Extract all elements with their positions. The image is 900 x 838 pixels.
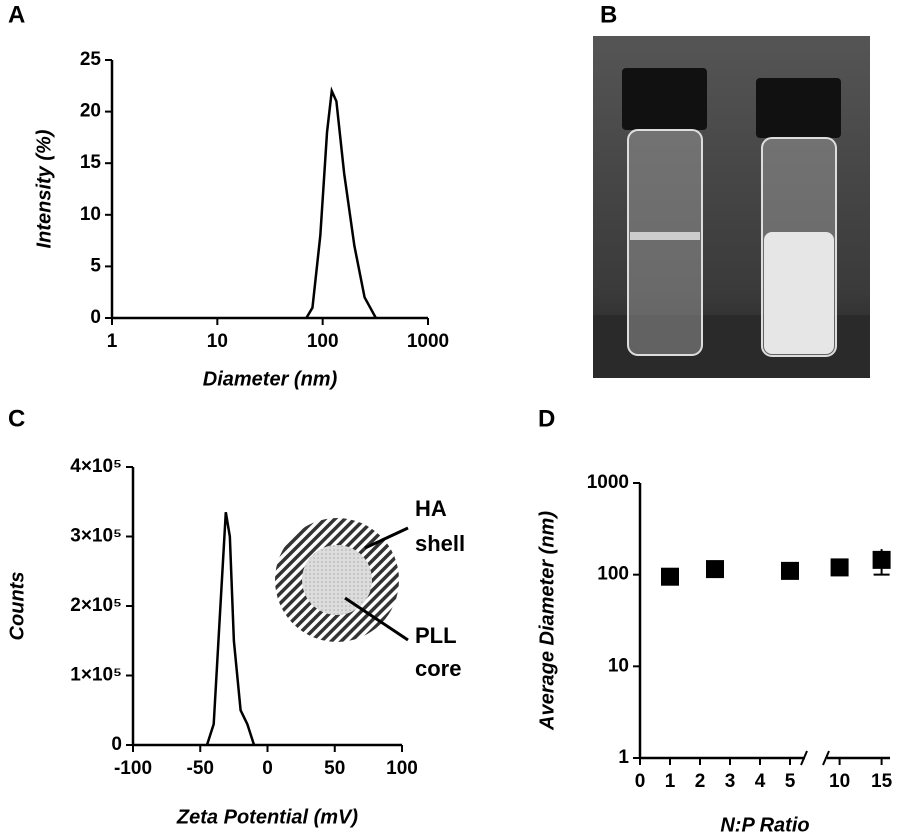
y-axis-label: Counts [6, 572, 28, 641]
x-tick-label: 3 [725, 771, 736, 792]
x-tick-label: 0 [635, 771, 646, 792]
y-tick-label: 1000 [587, 472, 629, 493]
x-tick-label: 1 [107, 331, 118, 352]
x-axis-label: Zeta Potential (mV) [176, 806, 358, 828]
y-tick-label: 2×10⁵ [70, 595, 122, 616]
y-axis-label: Average Diameter (nm) [536, 511, 558, 731]
point [830, 558, 849, 577]
panel-label: A [8, 1, 25, 28]
point [706, 560, 724, 579]
particle-schematic [275, 518, 409, 642]
x-tick-label: 4 [755, 771, 766, 792]
point [781, 561, 799, 580]
axis-break [822, 750, 830, 766]
annotation: shell [415, 531, 465, 556]
y-tick-label: 20 [80, 101, 101, 122]
y-tick-label: 10 [80, 204, 101, 225]
x-tick-label: 15 [871, 771, 893, 792]
y-tick-label: 3×10⁵ [70, 526, 122, 547]
x-axis-label: Diameter (nm) [203, 368, 338, 390]
y-tick-label: 15 [80, 152, 102, 173]
x-tick-label: 10 [207, 331, 228, 352]
x-tick-label: 50 [324, 758, 345, 779]
x-tick-label: 2 [695, 771, 706, 792]
y-tick-label: 1 [618, 747, 629, 768]
x-axis-label: N:P Ratio [720, 814, 809, 836]
panel-label: B [600, 1, 617, 28]
x-tick-label: -100 [114, 758, 152, 779]
x-tick-label: 5 [785, 771, 796, 792]
x-tick-label: 0 [262, 758, 273, 779]
point [872, 550, 891, 569]
y-tick-label: 0 [111, 734, 122, 755]
y-axis-label: Intensity (%) [33, 129, 55, 248]
y-tick-label: 25 [80, 49, 102, 70]
y-tick-label: 5 [90, 255, 101, 276]
x-tick-label: 100 [386, 758, 418, 779]
x-tick-label: 10 [829, 771, 850, 792]
y-tick-label: 10 [608, 655, 629, 676]
x-tick-label: -50 [187, 758, 214, 779]
x-tick-label: 1000 [407, 331, 449, 352]
vial-photo [593, 36, 870, 378]
annotation: PLL [415, 623, 457, 648]
y-tick-label: 0 [90, 307, 101, 328]
y-tick-label: 4×10⁵ [70, 456, 122, 477]
x-tick-label: 100 [307, 331, 339, 352]
annotation: core [415, 656, 461, 681]
line [305, 86, 377, 319]
y-tick-label: 1×10⁵ [70, 665, 122, 686]
axis-break [800, 750, 808, 766]
panel-label: C [8, 405, 25, 432]
y-tick-label: 100 [597, 564, 629, 585]
line [205, 511, 256, 746]
annotation: HA [415, 496, 447, 521]
panel-label: D [538, 405, 555, 432]
point [661, 567, 679, 586]
x-tick-label: 1 [665, 771, 676, 792]
